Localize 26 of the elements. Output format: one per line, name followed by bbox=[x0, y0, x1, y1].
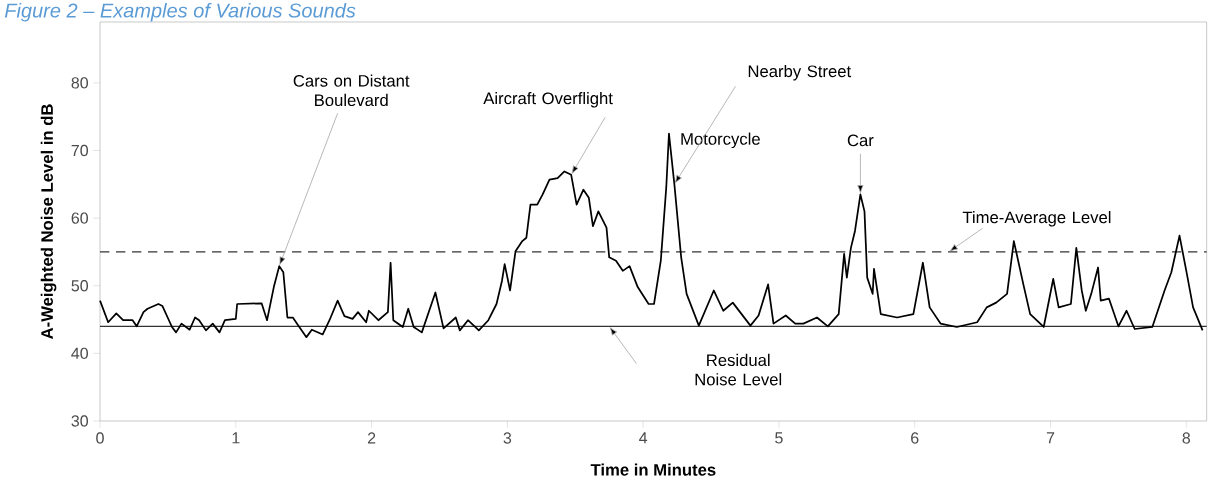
y-tick-label: 50 bbox=[71, 280, 89, 292]
annotation: Car bbox=[847, 134, 874, 147]
line-series bbox=[99, 132, 1204, 338]
x-tick-label: 6 bbox=[911, 432, 919, 444]
x-tick-label: 5 bbox=[775, 432, 783, 444]
annotation: Motorcycle bbox=[681, 132, 760, 149]
chart-title: Figure 2 – Examples of Various Sounds bbox=[4, 2, 356, 22]
annotation: Nearby Street bbox=[748, 64, 852, 81]
x-tick-label: 8 bbox=[1182, 432, 1191, 444]
y-tick-label: 70 bbox=[71, 144, 89, 157]
annotation: Cars on Distant Boulevard bbox=[293, 74, 410, 107]
y-tick-label: 30 bbox=[71, 415, 89, 427]
y-axis-title: A-Weighted Noise Level in dB bbox=[40, 104, 57, 339]
x-tick-label: 0 bbox=[96, 432, 104, 444]
x-tick-label: 1 bbox=[232, 432, 240, 444]
x-tick-label: 2 bbox=[367, 432, 376, 444]
ref-line-label: Residual Noise Level bbox=[695, 353, 782, 386]
y-tick-label: 40 bbox=[71, 347, 89, 360]
x-tick-label: 7 bbox=[1046, 432, 1055, 444]
y-tick-label: 60 bbox=[71, 212, 89, 224]
x-axis-title: Time in Minutes bbox=[590, 463, 716, 476]
y-tick-label: 80 bbox=[71, 77, 89, 89]
x-tick-label: 3 bbox=[503, 432, 512, 444]
annotation: Aircraft Overflight bbox=[483, 91, 613, 108]
ref-line-label: Time-Average Level bbox=[962, 211, 1111, 227]
x-tick-label: 4 bbox=[639, 432, 648, 444]
